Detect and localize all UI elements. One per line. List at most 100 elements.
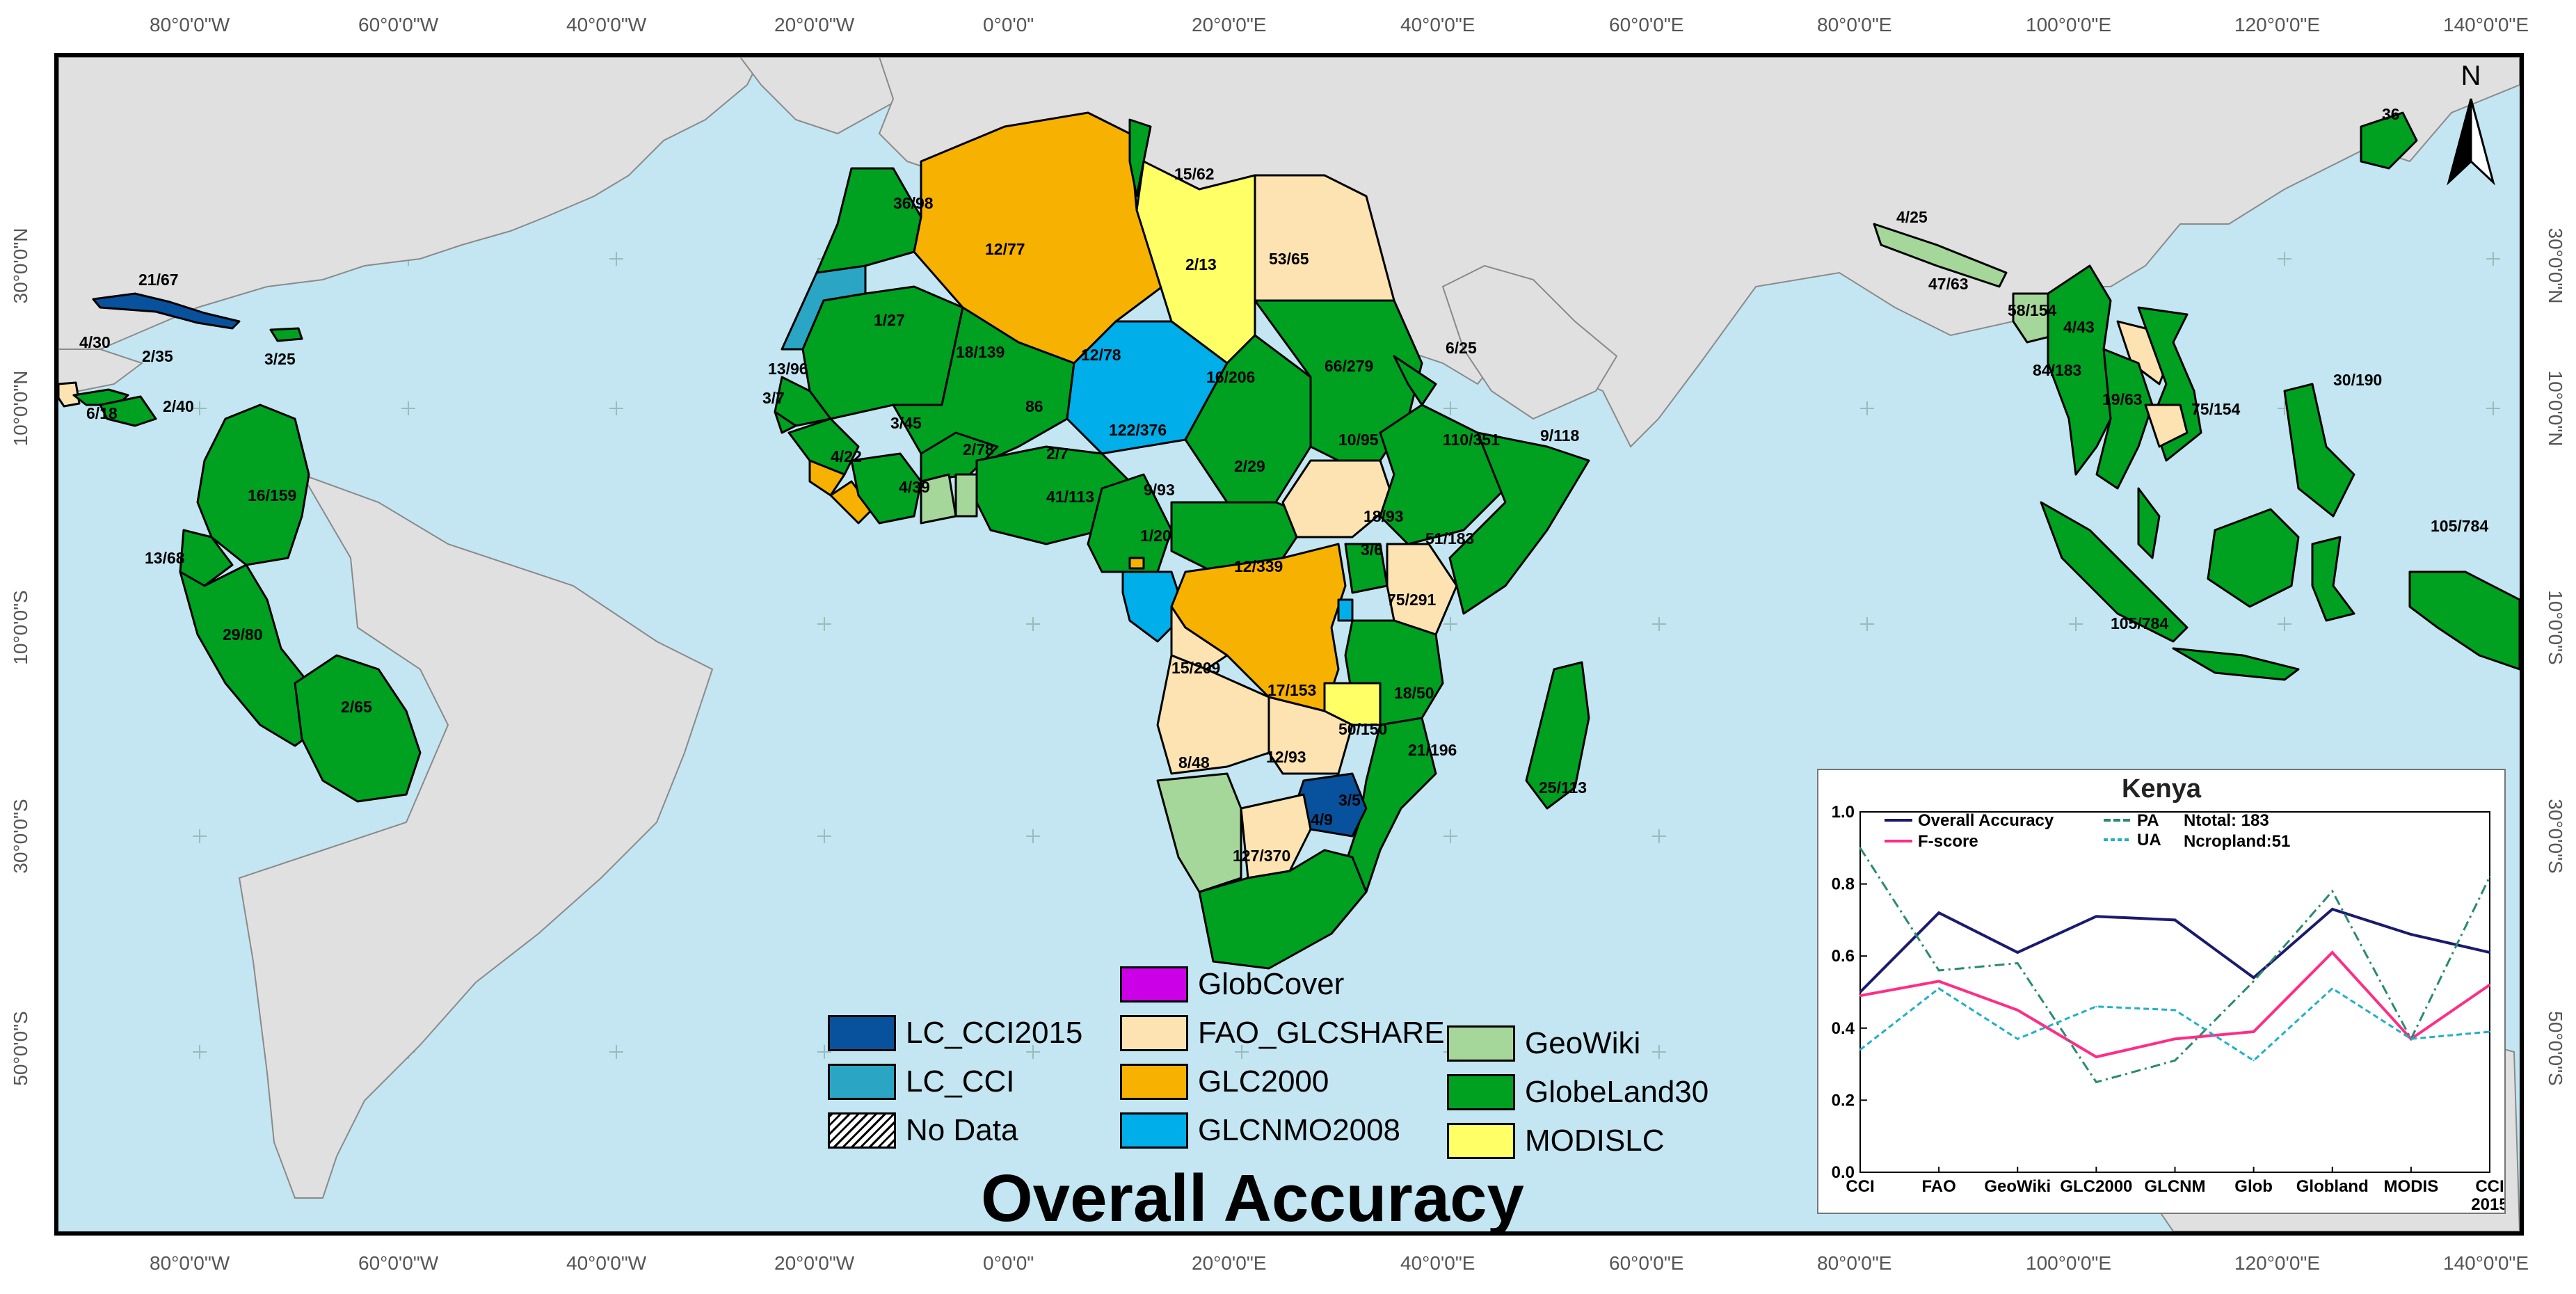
country-bolivia xyxy=(294,654,422,803)
data-point xyxy=(2489,876,2490,878)
data-point xyxy=(2331,987,2333,989)
country-togo-benin xyxy=(954,473,978,518)
kenya-inset-chart: Kenya 0.0 0.2 0.4 0.6 0.8 1.0 CCI FAO GeoWiki GLC… xyxy=(1817,769,2506,1214)
data-point xyxy=(2095,1056,2097,1058)
country-value-label: 3/5 xyxy=(1338,791,1361,809)
longitude-label-bottom: 100°0'0"E xyxy=(2026,1252,2112,1274)
data-point xyxy=(2410,934,2412,936)
country-value-label: 16/159 xyxy=(248,486,296,504)
country-value-label: 110/351 xyxy=(1443,431,1500,449)
legend-swatch xyxy=(1120,1015,1188,1051)
latitude-label-left: 10°0'0"S xyxy=(10,590,31,665)
longitude-label-top: 0°0'0" xyxy=(983,14,1034,35)
data-point xyxy=(2017,952,2019,954)
north-america-land xyxy=(58,57,762,365)
data-point xyxy=(2174,1038,2176,1040)
latitude-label-left: 50°0'0"S xyxy=(10,1011,31,1086)
map-title: Overall Accuracy xyxy=(981,1161,1524,1236)
country-value-label: 122/376 xyxy=(1109,421,1167,439)
country-labels: 21/67 4/30 2/35 2/40 6/18 3/25 16/159 13/68 29/8… xyxy=(79,105,2488,865)
data-point xyxy=(1938,969,1940,971)
longitude-label-bottom: 120°0'0"E xyxy=(2234,1252,2321,1274)
country-value-label: 1/27 xyxy=(874,311,905,329)
country-value-label: 12/93 xyxy=(1266,748,1306,766)
country-cuba xyxy=(92,292,241,330)
x-tick-label: GeoWiki xyxy=(1984,1177,2051,1196)
country-north-korea xyxy=(2360,111,2418,170)
country-namibia xyxy=(1156,772,1242,893)
data-point xyxy=(2331,952,2333,954)
country-gabon-congo xyxy=(1121,570,1187,643)
country-value-label: 2/65 xyxy=(341,698,372,716)
series-line-pa xyxy=(1859,847,2491,1084)
legend-item: GlobeLand30 xyxy=(1447,1073,1709,1112)
series-line-ua xyxy=(1859,987,2490,1062)
country-value-label: 2/13 xyxy=(1185,255,1217,273)
country-south-africa xyxy=(1198,849,1368,970)
x-tick-label: GLCNM xyxy=(2145,1177,2206,1196)
data-point xyxy=(1859,995,1861,997)
country-value-label: 4/39 xyxy=(899,478,930,496)
country-value-label: 36/98 xyxy=(893,194,934,212)
latitude-label-right: 10°0'0"S xyxy=(2545,590,2566,665)
country-value-label: 41/113 xyxy=(1046,488,1094,506)
chart-annotation: Ncropland:51 xyxy=(2184,832,2290,851)
country-value-label: 19/63 xyxy=(2102,390,2143,408)
data-point xyxy=(1938,912,1940,914)
legend-swatch xyxy=(1447,1074,1515,1110)
country-botswana xyxy=(1240,793,1312,879)
longitude-label-bottom: 20°0'0"W xyxy=(774,1252,855,1274)
data-point xyxy=(2253,977,2255,979)
south-america-land xyxy=(238,473,714,1199)
plot-area xyxy=(1859,811,2490,1173)
country-value-label: 53/65 xyxy=(1269,250,1309,268)
data-point xyxy=(2017,1009,2019,1011)
latitude-label-right: 10°0'0"N xyxy=(2545,370,2566,447)
latitude-label-left: 30°0'0"N xyxy=(10,227,31,304)
country-haiti xyxy=(269,327,303,342)
data-point xyxy=(2331,890,2333,892)
country-value-label: 18/50 xyxy=(1394,684,1434,702)
country-value-label: 2/7 xyxy=(1046,445,1069,463)
country-value-label: 12/78 xyxy=(1081,346,1121,364)
legend-item: GLC2000 xyxy=(1120,1062,1329,1101)
country-sulawesi xyxy=(2311,536,2355,622)
country-thailand xyxy=(2095,348,2154,490)
data-point xyxy=(1859,1048,1861,1051)
country-value-label: 4/30 xyxy=(79,333,111,351)
country-madagascar xyxy=(1525,661,1590,810)
country-sumatra xyxy=(2040,501,2189,643)
legend-item: LC_CCI2015 xyxy=(828,1014,1082,1053)
country-malaysia xyxy=(2137,487,2161,559)
legend-label: GLC2000 xyxy=(1198,1064,1329,1099)
legend-item: GeoWiki xyxy=(1447,1024,1640,1063)
x-tick-label: FAO xyxy=(1921,1177,1955,1196)
country-value-label: 127/370 xyxy=(1233,847,1290,865)
legend-swatch xyxy=(828,1064,896,1100)
country-mauritania xyxy=(801,285,964,420)
legend-swatch xyxy=(1120,1112,1188,1149)
y-tick-label: 0.6 xyxy=(1832,947,1855,966)
country-value-label: 17/153 xyxy=(1267,681,1316,699)
country-value-label: 3/6 xyxy=(1361,541,1383,559)
country-value-label: 66/279 xyxy=(1325,357,1373,375)
legend-label: Overall Accuracy xyxy=(1918,811,2054,830)
legend-label: MODISLC xyxy=(1525,1124,1665,1158)
map-legend: LC_CCI2015 LC_CCI No Data GlobCover FAO_GLCS… xyxy=(828,954,1823,1163)
north-arrow-icon: N xyxy=(2447,61,2495,186)
country-value-label: 3/7 xyxy=(762,389,785,407)
country-value-label: 2/35 xyxy=(142,347,173,365)
country-value-label: 18/93 xyxy=(1363,507,1404,525)
country-value-label: 105/784 xyxy=(2431,517,2488,535)
country-myanmar xyxy=(2047,264,2119,476)
country-value-label: 21/196 xyxy=(1408,741,1457,759)
country-value-label: 3/25 xyxy=(264,350,296,368)
country-value-label: 18/139 xyxy=(956,343,1005,361)
longitude-label-bottom: 60°0'0"E xyxy=(1609,1252,1684,1274)
country-value-label: 30/190 xyxy=(2333,371,2382,389)
country-equatorial-guinea xyxy=(1128,557,1145,570)
longitude-label-top: 40°0'0"E xyxy=(1400,14,1475,35)
legend-label: GlobCover xyxy=(1198,967,1345,1001)
line-chart: 0.0 0.2 0.4 0.6 0.8 1.0 CCI FAO GeoWiki GLC2000 GL… xyxy=(1832,803,2504,1213)
